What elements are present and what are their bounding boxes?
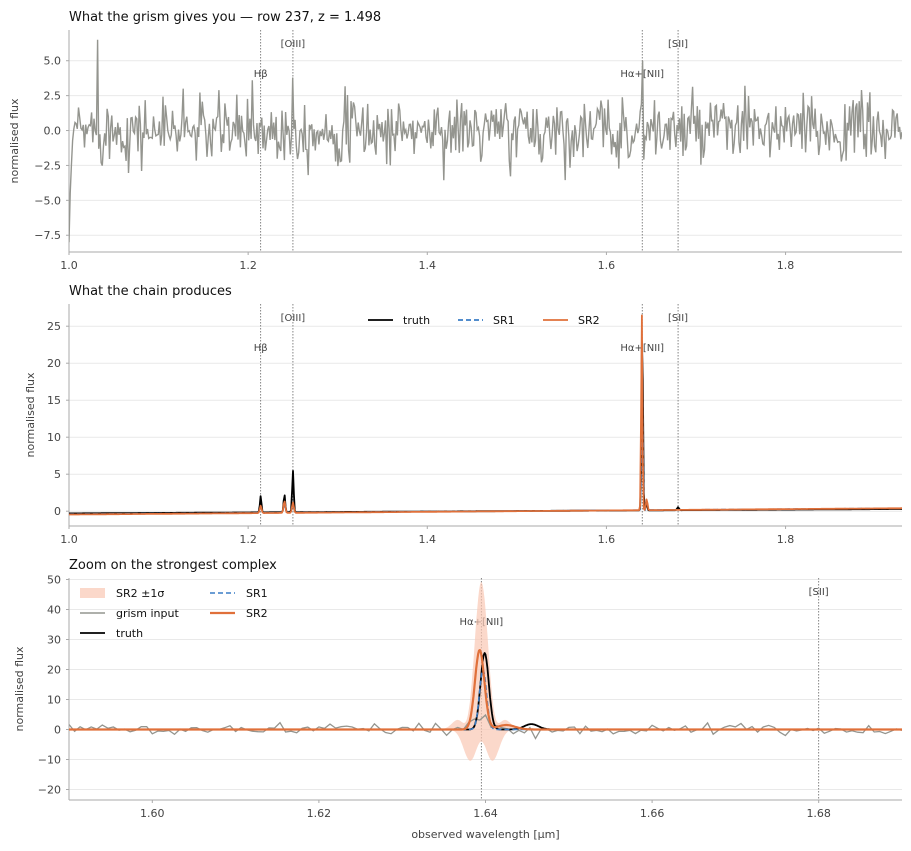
y-tick-label: 20 (47, 664, 61, 677)
line-marker-label: [OIII] (281, 313, 306, 324)
plot-area (69, 39, 902, 243)
y-tick-label: −5.0 (34, 194, 61, 207)
x-tick-label: 1.66 (640, 807, 665, 820)
y-tick-label: −10 (38, 754, 61, 767)
x-tick-label: 1.8 (777, 533, 795, 546)
x-tick-label: 1.60 (140, 807, 165, 820)
series-line-sr2 (69, 314, 902, 516)
y-tick-label: −7.5 (34, 229, 61, 242)
legend-entry: SR2 (246, 607, 268, 620)
x-tick-label: 1.6 (598, 259, 616, 272)
y-tick-label: −20 (38, 784, 61, 797)
series-line-sr2 (69, 649, 902, 731)
series-line-grism (69, 39, 902, 243)
series-line-grism (69, 713, 902, 740)
panel-1: What the grism gives you — row 237, z = … (8, 10, 902, 272)
y-tick-label: 15 (47, 394, 61, 407)
series-line-truth (69, 340, 902, 515)
y-axis-label: normalised flux (13, 646, 26, 731)
x-tick-label: 1.2 (239, 259, 257, 272)
plot-area (69, 314, 902, 516)
x-tick-label: 1.8 (777, 259, 795, 272)
y-tick-label: −2.5 (34, 159, 61, 172)
legend-entry: SR1 (246, 587, 268, 600)
line-marker-label: [SII] (668, 313, 688, 324)
panel-title: Zoom on the strongest complex (69, 558, 277, 573)
y-tick-label: 5.0 (44, 55, 62, 68)
panel-title: What the chain produces (69, 284, 232, 299)
legend: truth SR1 SR2 (368, 314, 600, 327)
line-marker-label: Hβ (254, 343, 268, 354)
x-tick-label: 1.64 (473, 807, 498, 820)
line-marker-label: [OIII] (281, 39, 306, 50)
panel-2: What the chain produces 25 20 15 10 5 0 1.0 1.2 1… (24, 284, 902, 546)
x-tick-label: 1.0 (60, 533, 78, 546)
line-marker-label: [SII] (668, 39, 688, 50)
legend-entry: SR1 (493, 314, 515, 327)
x-tick-label: 1.4 (419, 533, 437, 546)
y-tick-label: 10 (47, 694, 61, 707)
x-tick-label: 1.2 (239, 533, 257, 546)
y-tick-label: 40 (47, 604, 61, 617)
plot-area (69, 582, 902, 761)
x-tick-label: 1.4 (419, 259, 437, 272)
legend-entry: grism input (116, 607, 179, 620)
x-tick-label: 1.6 (598, 533, 616, 546)
y-tick-label: 5 (54, 468, 61, 481)
line-marker-label: Hβ (254, 69, 268, 80)
legend-swatch (80, 588, 105, 598)
y-axis-label: normalised flux (8, 98, 21, 183)
y-tick-label: 0 (54, 505, 61, 518)
panel-3: Zoom on the strongest complex 50 40 30 20 10 0… (13, 558, 902, 841)
y-tick-label: 30 (47, 634, 61, 647)
legend-entry: truth (116, 627, 143, 640)
x-tick-label: 1.68 (806, 807, 831, 820)
series-line-sr1 (69, 380, 902, 515)
x-tick-label: 1.0 (60, 259, 78, 272)
y-tick-label: 2.5 (44, 90, 62, 103)
y-tick-label: 0 (54, 724, 61, 737)
legend: SR2 ±1σ grism input truth SR1 SR2 (80, 587, 268, 640)
series-band-sr2 (69, 582, 902, 761)
legend-entry: truth (403, 314, 430, 327)
x-tick-label: 1.62 (307, 807, 332, 820)
y-tick-label: 25 (47, 320, 61, 333)
y-tick-label: 50 (47, 574, 61, 587)
panel-title: What the grism gives you — row 237, z = … (69, 10, 381, 25)
legend-entry: SR2 ±1σ (116, 587, 164, 600)
y-tick-label: 10 (47, 431, 61, 444)
y-tick-label: 20 (47, 357, 61, 370)
y-axis-label: normalised flux (24, 372, 37, 457)
line-marker-label: [SII] (809, 587, 829, 598)
legend-entry: SR2 (578, 314, 600, 327)
y-tick-label: 0.0 (44, 125, 62, 138)
x-axis-label: observed wavelength [μm] (411, 828, 559, 841)
